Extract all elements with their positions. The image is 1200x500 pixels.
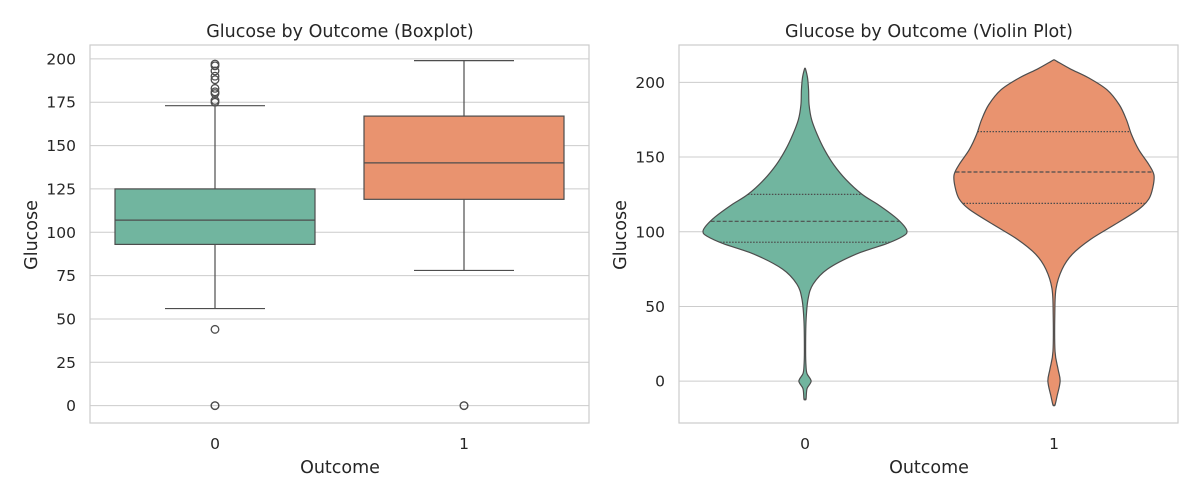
violin-y-tick-label: 150 [635, 149, 665, 167]
violin-y-tick-label: 100 [635, 223, 665, 241]
boxplot-y-tick-label: 25 [56, 354, 76, 372]
boxplot-y-tick-label: 0 [66, 397, 76, 415]
violin-x-tick-label: 0 [800, 435, 810, 453]
boxplot-y-tick-label: 175 [46, 94, 76, 112]
outlier-point [210, 83, 220, 93]
violin-x-axis-label: Outcome [889, 458, 969, 478]
outlier-point [210, 401, 220, 411]
violin-y-axis-label: Glucose [611, 200, 631, 270]
outlier-point [210, 75, 220, 85]
outlier-point [210, 96, 220, 105]
outlier-point [210, 59, 220, 69]
violin-title: Glucose by Outcome (Violin Plot) [785, 22, 1073, 42]
boxplot-x-tick-label: 0 [210, 435, 220, 453]
violin-panel: Glucose by Outcome (Violin Plot) Outcome… [611, 22, 1179, 478]
boxplot-x-tick-label: 1 [459, 435, 469, 453]
violin-y-tick-label: 0 [655, 373, 665, 391]
boxplot-y-tick-label: 150 [46, 137, 76, 155]
boxplot-frame [89, 44, 590, 424]
violin-y-tick-label: 50 [645, 298, 665, 316]
outlier-point [459, 401, 469, 411]
boxplot-y-tick-label: 50 [56, 310, 76, 328]
boxplot-title: Glucose by Outcome (Boxplot) [206, 22, 473, 42]
boxplot-x-axis-label: Outcome [300, 458, 380, 478]
outlier-point [210, 66, 220, 76]
violin-frame [678, 44, 1179, 424]
boxplot-y-tick-label: 100 [46, 224, 76, 242]
boxplot-panel: Glucose by Outcome (Boxplot) Outcome Glu… [22, 22, 590, 478]
box-0 [114, 188, 316, 246]
box-1 [363, 115, 565, 200]
outlier-point [210, 87, 220, 97]
outlier-point [210, 71, 220, 81]
boxplot-y-tick-label: 75 [56, 267, 76, 285]
violin-1 [953, 59, 1155, 407]
violin-x-tick-label: 1 [1049, 435, 1059, 453]
boxplot-y-tick-label: 200 [46, 50, 76, 68]
violin-y-tick-label: 200 [635, 74, 665, 92]
boxplot-y-tick-label: 125 [46, 180, 76, 198]
violin-0 [702, 67, 908, 401]
boxplot-y-axis-label: Glucose [22, 200, 42, 270]
outlier-point [210, 324, 220, 334]
